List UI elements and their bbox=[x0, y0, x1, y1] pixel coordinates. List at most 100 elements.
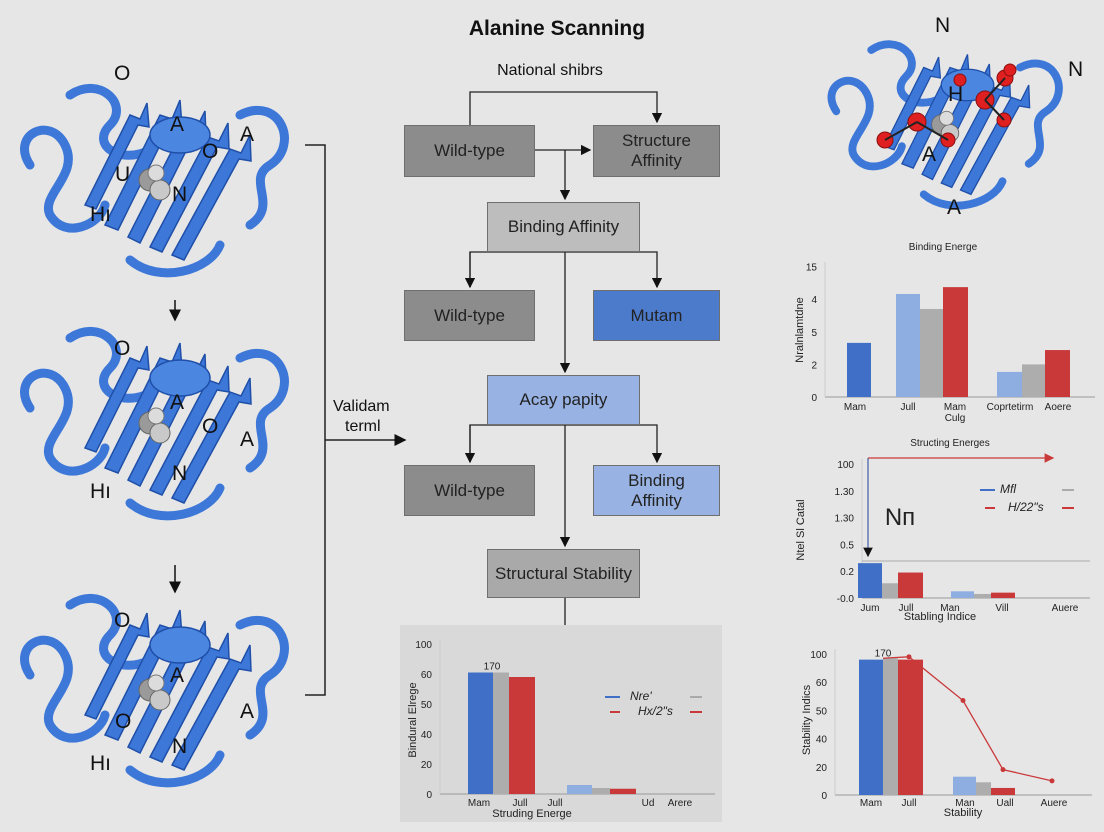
bar-light-blue bbox=[951, 591, 974, 598]
y-tick-label: 50 bbox=[816, 706, 828, 717]
bar-light-blue bbox=[997, 371, 1022, 397]
bar-blue bbox=[468, 672, 493, 794]
bar-gray bbox=[974, 593, 991, 598]
trend-point bbox=[906, 654, 912, 660]
x-tick-label: Aoere bbox=[1045, 402, 1072, 413]
validation-label-line1: Validam bbox=[333, 398, 390, 415]
data-label: 170 bbox=[875, 649, 892, 660]
flow-top-label: National shibrs bbox=[497, 62, 603, 79]
bar-gray bbox=[920, 308, 943, 397]
x-tick-label: Jull bbox=[901, 798, 916, 809]
y-tick-label: 5 bbox=[811, 328, 817, 339]
x-tick-label: Mam bbox=[844, 402, 866, 413]
x-tick-label: Man bbox=[940, 603, 959, 614]
atom-label: A bbox=[170, 664, 185, 687]
y-tick-label: 60 bbox=[816, 678, 828, 689]
bar-red bbox=[991, 787, 1015, 795]
atom-label: O bbox=[114, 62, 131, 85]
acay-papity-box: Acay papity bbox=[487, 375, 640, 425]
bar-red bbox=[991, 592, 1015, 598]
protein-structure-1 bbox=[25, 88, 285, 272]
chart-title: Binding Energe bbox=[909, 242, 978, 253]
x-axis-label: Stabling Indice bbox=[904, 611, 976, 623]
y-axis-label: Ntel Sl Catal bbox=[795, 499, 807, 560]
trend-point bbox=[960, 698, 966, 704]
y-tick-label: 50 bbox=[421, 700, 433, 711]
x-tick-label: Jull bbox=[547, 798, 562, 809]
y-tick-label: 20 bbox=[816, 763, 828, 774]
y-tick-label: 60 bbox=[421, 670, 433, 681]
validation-bracket bbox=[305, 144, 326, 696]
y-tick-label: 0.5 bbox=[840, 540, 854, 551]
validation-label-line2: terml bbox=[345, 418, 381, 435]
x-tick-label: Jull bbox=[900, 402, 915, 413]
bar-gray bbox=[882, 583, 898, 598]
atom-label: O bbox=[114, 337, 131, 360]
bar-red bbox=[509, 677, 535, 794]
bar-light-blue bbox=[896, 293, 920, 397]
x-tick-label: Coprtetirm bbox=[987, 402, 1034, 413]
legend-label: Hx/2"s bbox=[638, 704, 673, 718]
y-tick-label: -0.0 bbox=[837, 594, 855, 605]
bar-blue bbox=[847, 342, 871, 397]
x-tick-label: Auere bbox=[1052, 603, 1079, 614]
y-axis-label: Nralnlamtdne bbox=[794, 297, 806, 362]
y-axis-label: Stability Indics bbox=[801, 684, 813, 755]
y-tick-label: 40 bbox=[816, 735, 828, 746]
page-title: Alanine Scanning bbox=[468, 17, 646, 40]
structure-affinity-box: Structure Affinity bbox=[593, 125, 720, 177]
data-label: 170 bbox=[484, 662, 501, 673]
atom-label: A bbox=[947, 196, 962, 219]
x-tick-label: Jull bbox=[512, 798, 527, 809]
atom-label: Hı bbox=[90, 752, 111, 775]
energy-chart-panel bbox=[400, 625, 722, 822]
bar-red bbox=[898, 659, 923, 795]
y-tick-label: 0 bbox=[811, 393, 817, 404]
structural-stability-box: Structural Stability bbox=[487, 549, 640, 598]
atom-label: N bbox=[1068, 58, 1084, 81]
y-tick-label: 1.30 bbox=[835, 487, 855, 498]
bar-light-blue bbox=[567, 785, 592, 794]
bar-gray bbox=[883, 658, 898, 795]
atom-label: A bbox=[240, 428, 255, 451]
atom-label: A bbox=[240, 700, 255, 723]
trend-point bbox=[1049, 778, 1055, 784]
x-tick-label: Jum bbox=[861, 603, 880, 614]
legend-label: Nre' bbox=[630, 689, 652, 703]
atom-label: O bbox=[115, 710, 132, 733]
atom-label: N bbox=[172, 462, 188, 485]
legend-label: H/22"s bbox=[1008, 500, 1044, 514]
protein-structure-2 bbox=[25, 331, 285, 515]
mutant-box: Mutam bbox=[593, 290, 720, 341]
bar-red bbox=[943, 287, 968, 397]
atom-label: N bbox=[172, 183, 188, 206]
atom-label: O bbox=[202, 140, 219, 163]
bar-gray bbox=[1022, 364, 1045, 397]
y-tick-label: 2 bbox=[811, 360, 817, 371]
atom-label: A bbox=[240, 123, 255, 146]
trend-point bbox=[1000, 767, 1006, 773]
y-tick-label: 0 bbox=[426, 790, 432, 801]
x-axis-label: Struding Energe bbox=[492, 808, 572, 820]
y-tick-label: 40 bbox=[421, 730, 433, 741]
atom-label: A bbox=[170, 113, 185, 136]
x-tick-label: Mam bbox=[860, 798, 882, 809]
atom-label: A bbox=[922, 143, 937, 166]
x-tick-label: Arere bbox=[668, 798, 693, 809]
atom-label: H bbox=[948, 83, 964, 106]
binding-affinity-box-2: Binding Affinity bbox=[593, 465, 720, 516]
wild-type-box-2: Wild-type bbox=[404, 290, 535, 341]
atom-label: O bbox=[202, 415, 219, 438]
bar-blue bbox=[858, 563, 882, 598]
y-tick-label: 100 bbox=[810, 650, 827, 661]
flow-connectors bbox=[464, 91, 663, 642]
wild-type-box-3: Wild-type bbox=[404, 465, 535, 516]
atom-label: Hı bbox=[90, 203, 111, 226]
bar-light-blue bbox=[953, 776, 976, 795]
bar-red bbox=[610, 788, 636, 794]
y-tick-label: 100 bbox=[837, 460, 854, 471]
annotation-text: Nп bbox=[885, 504, 915, 531]
x-tick-label: Jull bbox=[898, 603, 913, 614]
bar-red bbox=[898, 572, 923, 598]
